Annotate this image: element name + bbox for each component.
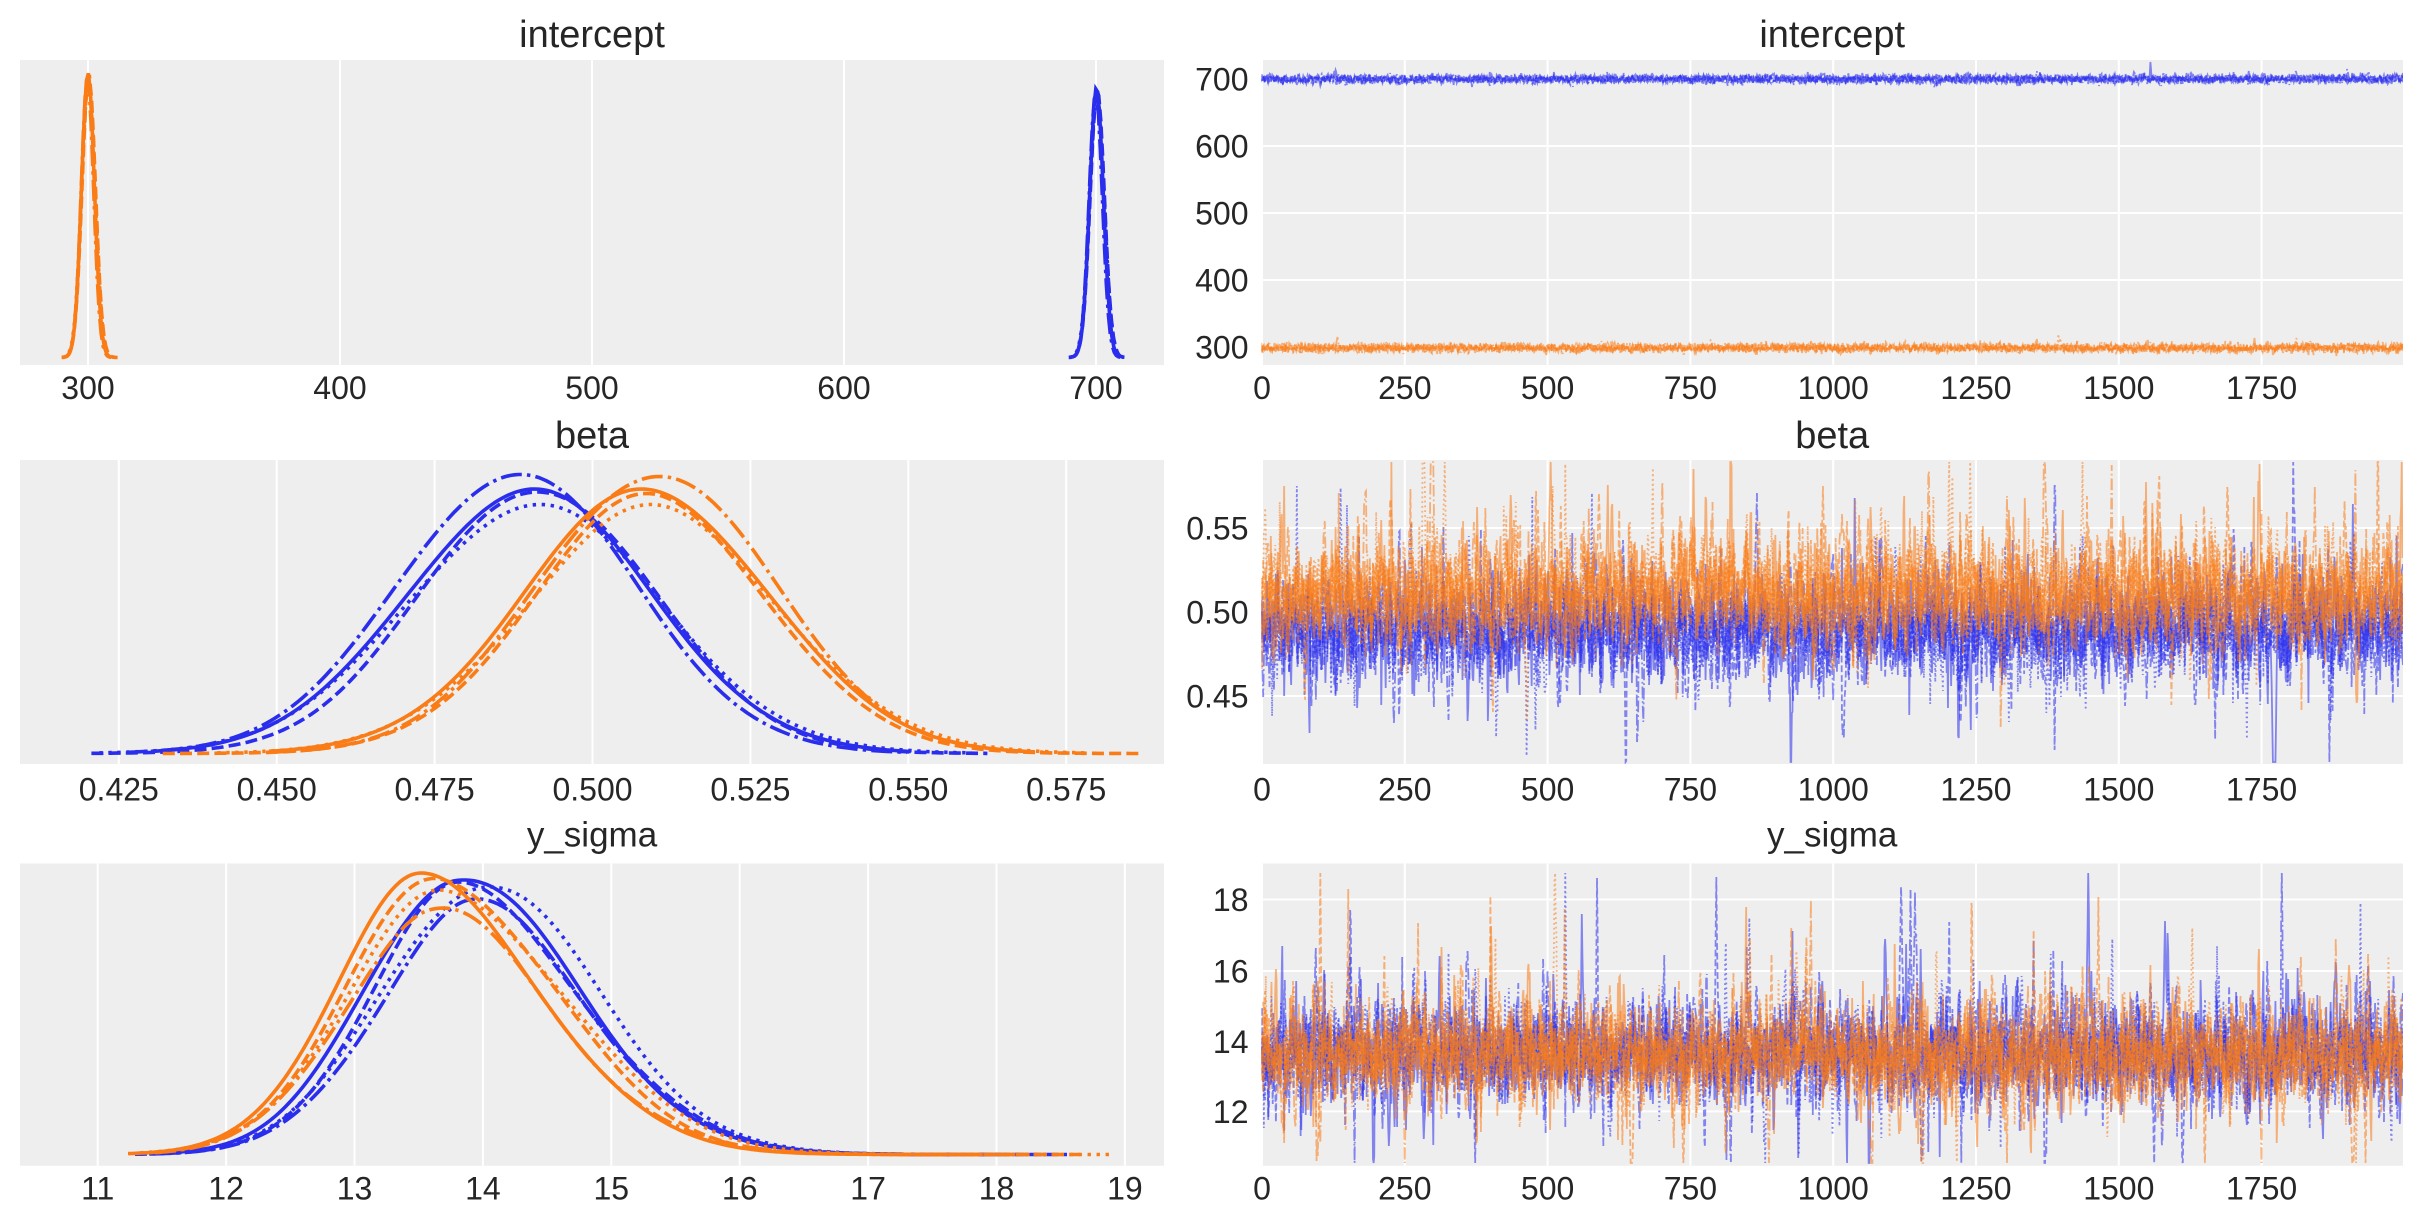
svg-text:500: 500 xyxy=(1521,1171,1574,1207)
svg-text:1000: 1000 xyxy=(1798,771,1869,807)
svg-text:600: 600 xyxy=(1195,129,1248,165)
svg-text:0: 0 xyxy=(1253,370,1271,406)
svg-text:0.550: 0.550 xyxy=(868,771,948,807)
svg-text:300: 300 xyxy=(61,370,114,406)
svg-text:500: 500 xyxy=(1195,196,1248,232)
svg-text:18: 18 xyxy=(979,1171,1015,1207)
svg-text:0.475: 0.475 xyxy=(395,771,475,807)
svg-text:12: 12 xyxy=(1213,1094,1249,1130)
svg-text:12: 12 xyxy=(208,1171,244,1207)
svg-text:0: 0 xyxy=(1253,1171,1271,1207)
svg-text:0.500: 0.500 xyxy=(552,771,632,807)
svg-text:14: 14 xyxy=(465,1171,501,1207)
svg-text:1000: 1000 xyxy=(1798,1171,1869,1207)
svg-text:intercept: intercept xyxy=(519,14,665,56)
svg-text:0.525: 0.525 xyxy=(710,771,790,807)
svg-text:0.450: 0.450 xyxy=(237,771,317,807)
svg-text:13: 13 xyxy=(337,1171,373,1207)
svg-text:700: 700 xyxy=(1069,370,1122,406)
svg-text:250: 250 xyxy=(1378,1171,1431,1207)
svg-text:400: 400 xyxy=(1195,263,1248,299)
svg-text:18: 18 xyxy=(1213,882,1249,918)
svg-text:intercept: intercept xyxy=(1759,14,1905,56)
svg-text:1250: 1250 xyxy=(1940,370,2011,406)
svg-text:16: 16 xyxy=(1213,954,1249,990)
svg-text:0: 0 xyxy=(1253,771,1271,807)
svg-text:0.425: 0.425 xyxy=(79,771,159,807)
svg-text:300: 300 xyxy=(1195,330,1248,366)
svg-text:1750: 1750 xyxy=(2226,771,2297,807)
svg-text:y_sigma: y_sigma xyxy=(1767,816,1898,855)
svg-text:750: 750 xyxy=(1664,771,1717,807)
svg-text:14: 14 xyxy=(1213,1024,1249,1060)
svg-text:11: 11 xyxy=(81,1171,114,1207)
svg-text:beta: beta xyxy=(555,415,630,457)
svg-text:1750: 1750 xyxy=(2226,1171,2297,1207)
svg-text:700: 700 xyxy=(1195,62,1248,98)
svg-text:1500: 1500 xyxy=(2083,370,2154,406)
svg-text:400: 400 xyxy=(313,370,366,406)
svg-text:19: 19 xyxy=(1107,1171,1143,1207)
svg-text:250: 250 xyxy=(1378,771,1431,807)
svg-text:17: 17 xyxy=(850,1171,886,1207)
svg-text:1250: 1250 xyxy=(1940,771,2011,807)
svg-text:0.55: 0.55 xyxy=(1186,511,1248,547)
svg-text:500: 500 xyxy=(565,370,618,406)
svg-text:1250: 1250 xyxy=(1940,1171,2011,1207)
svg-text:1750: 1750 xyxy=(2226,370,2297,406)
svg-text:16: 16 xyxy=(722,1171,758,1207)
svg-text:0.50: 0.50 xyxy=(1186,595,1248,631)
svg-text:250: 250 xyxy=(1378,370,1431,406)
svg-text:600: 600 xyxy=(817,370,870,406)
svg-text:500: 500 xyxy=(1521,771,1574,807)
svg-text:y_sigma: y_sigma xyxy=(527,816,658,855)
svg-text:0.575: 0.575 xyxy=(1026,771,1106,807)
svg-text:750: 750 xyxy=(1664,370,1717,406)
svg-text:1500: 1500 xyxy=(2083,771,2154,807)
svg-text:beta: beta xyxy=(1795,415,1870,457)
svg-text:750: 750 xyxy=(1664,1171,1717,1207)
svg-text:1000: 1000 xyxy=(1798,370,1869,406)
svg-text:15: 15 xyxy=(594,1171,630,1207)
svg-text:500: 500 xyxy=(1521,370,1574,406)
svg-text:0.45: 0.45 xyxy=(1186,679,1248,715)
svg-text:1500: 1500 xyxy=(2083,1171,2154,1207)
